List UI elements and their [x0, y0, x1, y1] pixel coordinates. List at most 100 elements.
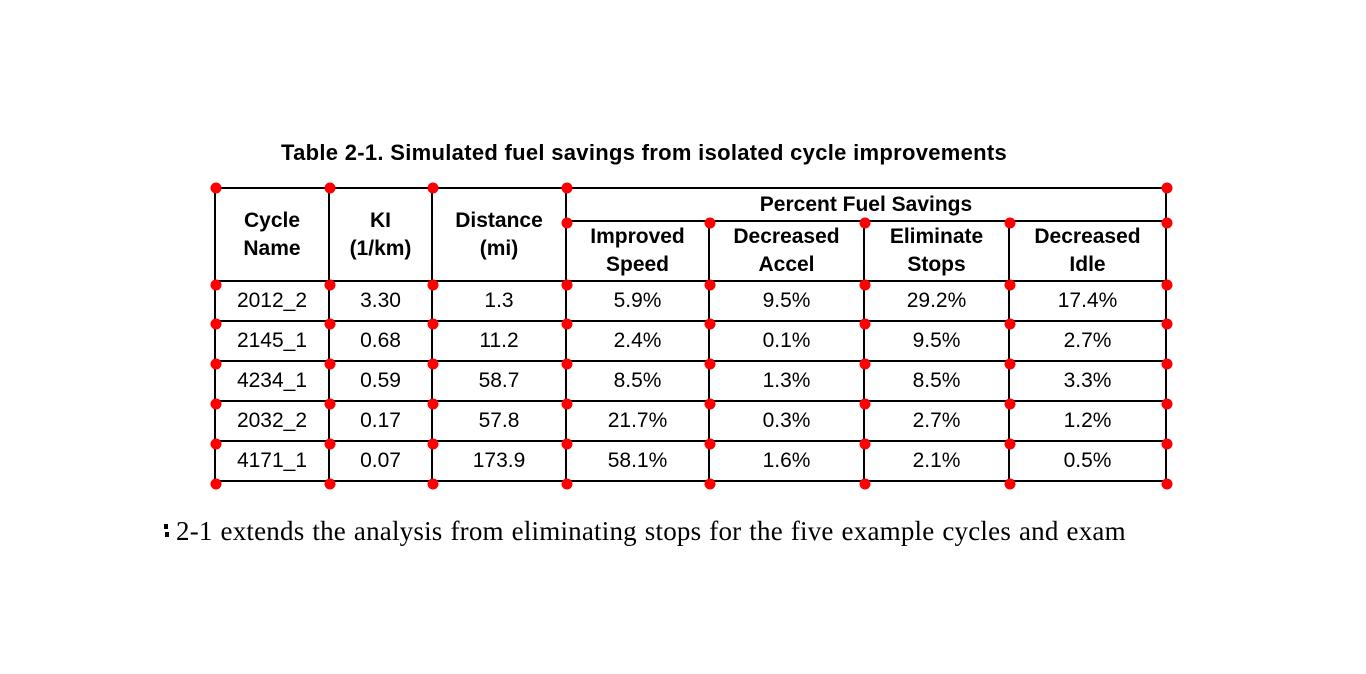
table-row: 2145_1 0.68 11.2 2.4% 0.1% 9.5% 2.7% — [214, 320, 1167, 362]
corner-dot — [1004, 358, 1016, 370]
cut-character-fragment — [164, 524, 168, 529]
corner-dot — [561, 217, 573, 229]
corner-dot — [704, 279, 716, 291]
corner-dot — [859, 217, 871, 229]
table-cell: 9.5% — [708, 280, 865, 322]
corner-dot — [324, 279, 336, 291]
corner-dot — [324, 478, 336, 490]
header-row-top: Cycle Name KI (1/km) Distance (mi) Perce… — [214, 187, 1167, 282]
table-cell: 4171_1 — [214, 440, 330, 482]
corner-dot — [859, 279, 871, 291]
table-row: 4171_1 0.07 173.9 58.1% 1.6% 2.1% 0.5% — [214, 440, 1167, 482]
table-cell: 58.7 — [431, 360, 567, 402]
corner-dot — [210, 478, 222, 490]
table-cell: 2.4% — [565, 320, 710, 362]
header-cell-eliminate-stops: Eliminate Stops — [863, 220, 1010, 282]
corner-dot — [324, 398, 336, 410]
corner-dot — [1161, 478, 1173, 490]
corner-dot — [1161, 398, 1173, 410]
corner-dot — [324, 438, 336, 450]
corner-dot — [859, 398, 871, 410]
corner-dot — [324, 358, 336, 370]
table-cell: 3.3% — [1008, 360, 1167, 402]
corner-dot — [704, 318, 716, 330]
table-body: 2012_2 3.30 1.3 5.9% 9.5% 29.2% 17.4% 2145_1 0.6… — [214, 280, 1167, 482]
corner-dot — [561, 478, 573, 490]
corner-dot — [859, 318, 871, 330]
table-cell: 29.2% — [863, 280, 1010, 322]
table-cell: 0.3% — [708, 400, 865, 442]
corner-dot — [1161, 217, 1173, 229]
corner-dot — [1004, 478, 1016, 490]
corner-dot — [1004, 318, 1016, 330]
corner-dot — [1161, 318, 1173, 330]
table-cell: 0.17 — [328, 400, 433, 442]
corner-dot — [1161, 438, 1173, 450]
table-row: 2032_2 0.17 57.8 21.7% 0.3% 2.7% 1.2% — [214, 400, 1167, 442]
table-cell: 4234_1 — [214, 360, 330, 402]
corner-dot — [210, 398, 222, 410]
table-cell: 173.9 — [431, 440, 567, 482]
table-cell: 8.5% — [863, 360, 1010, 402]
corner-dot — [210, 279, 222, 291]
table-cell: 0.68 — [328, 320, 433, 362]
fuel-savings-table: Cycle Name KI (1/km) Distance (mi) Perce… — [214, 187, 1167, 482]
header-cell-decreased-accel: Decreased Accel — [708, 220, 865, 282]
corner-dot — [1004, 438, 1016, 450]
table-cell: 0.59 — [328, 360, 433, 402]
table-cell: 57.8 — [431, 400, 567, 442]
corner-dot — [210, 182, 222, 194]
table-cell: 3.30 — [328, 280, 433, 322]
table-cell: 11.2 — [431, 320, 567, 362]
header-cell-decreased-idle: Decreased Idle — [1008, 220, 1167, 282]
corner-dot — [561, 182, 573, 194]
corner-dot — [704, 398, 716, 410]
header-row-sub: Improved Speed Decreased Accel Eliminate… — [215, 220, 1167, 282]
table-row: 4234_1 0.59 58.7 8.5% 1.3% 8.5% 3.3% — [214, 360, 1167, 402]
corner-dot — [427, 182, 439, 194]
table-cell: 0.5% — [1008, 440, 1167, 482]
corner-dot — [561, 358, 573, 370]
table-cell: 1.3% — [708, 360, 865, 402]
corner-dot — [704, 478, 716, 490]
corner-dot — [561, 318, 573, 330]
table-cell: 1.2% — [1008, 400, 1167, 442]
corner-dot — [1161, 279, 1173, 291]
corner-dot — [859, 478, 871, 490]
table-cell: 2.1% — [863, 440, 1010, 482]
header-cell-improved-speed: Improved Speed — [565, 220, 710, 282]
corner-dot — [859, 358, 871, 370]
cut-character-fragment — [165, 532, 169, 537]
corner-dot — [704, 217, 716, 229]
corner-dot — [704, 438, 716, 450]
header-cell-distance: Distance (mi) — [431, 187, 567, 282]
table-cell: 2.7% — [863, 400, 1010, 442]
corner-dot — [324, 182, 336, 194]
body-text: 2-1 extends the analysis from eliminatin… — [176, 516, 1126, 546]
table-cell: 2032_2 — [214, 400, 330, 442]
corner-dot — [1161, 182, 1173, 194]
corner-dot — [427, 478, 439, 490]
table-cell: 1.6% — [708, 440, 865, 482]
table-cell: 2012_2 — [214, 280, 330, 322]
table-cell: 1.3 — [431, 280, 567, 322]
table-cell: 17.4% — [1008, 280, 1167, 322]
table-cell: 58.1% — [565, 440, 710, 482]
corner-dot — [1004, 217, 1016, 229]
corner-dot — [561, 279, 573, 291]
corner-dot — [427, 318, 439, 330]
corner-dot — [859, 438, 871, 450]
table-cell: 0.07 — [328, 440, 433, 482]
table-caption: Table 2-1. Simulated fuel savings from i… — [281, 140, 1008, 165]
corner-dot — [1161, 358, 1173, 370]
table-cell: 2145_1 — [214, 320, 330, 362]
header-cell-ki: KI (1/km) — [328, 187, 433, 282]
table-cell: 21.7% — [565, 400, 710, 442]
corner-dot — [1004, 279, 1016, 291]
corner-dot — [210, 438, 222, 450]
corner-dot — [427, 438, 439, 450]
header-cell-percent-fuel-savings: Percent Fuel Savings — [565, 187, 1167, 222]
corner-dot — [561, 438, 573, 450]
table-cell: 5.9% — [565, 280, 710, 322]
table-cell: 0.1% — [708, 320, 865, 362]
